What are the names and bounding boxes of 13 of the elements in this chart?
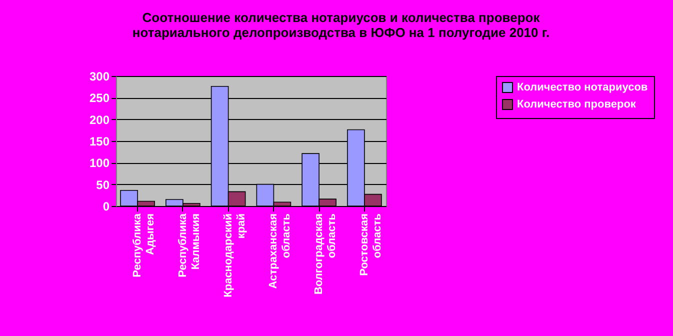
legend-label: Количество проверок <box>517 98 636 110</box>
y-tick-label: 50 <box>96 178 110 192</box>
y-tick-label: 0 <box>102 200 110 214</box>
y-tick-label: 100 <box>89 156 110 170</box>
y-tick-label: 250 <box>89 91 110 106</box>
x-tick-label: Республика Калмыкия <box>176 212 202 278</box>
y-tick-label: 200 <box>89 112 110 127</box>
y-tick-label: 300 <box>89 70 110 84</box>
chart-title: Соотношение количества нотариусов и количества проверок нотариального делопроизводства в ЮФО на 1 полугодие 2010 г. <box>132 10 550 40</box>
y-tick-label: 150 <box>89 134 110 148</box>
x-tick-label: Республика Адыгея <box>132 212 157 278</box>
x-tick-label: Краснодарский край <box>222 214 248 298</box>
legend-label: Количество нотариусов <box>517 82 648 94</box>
